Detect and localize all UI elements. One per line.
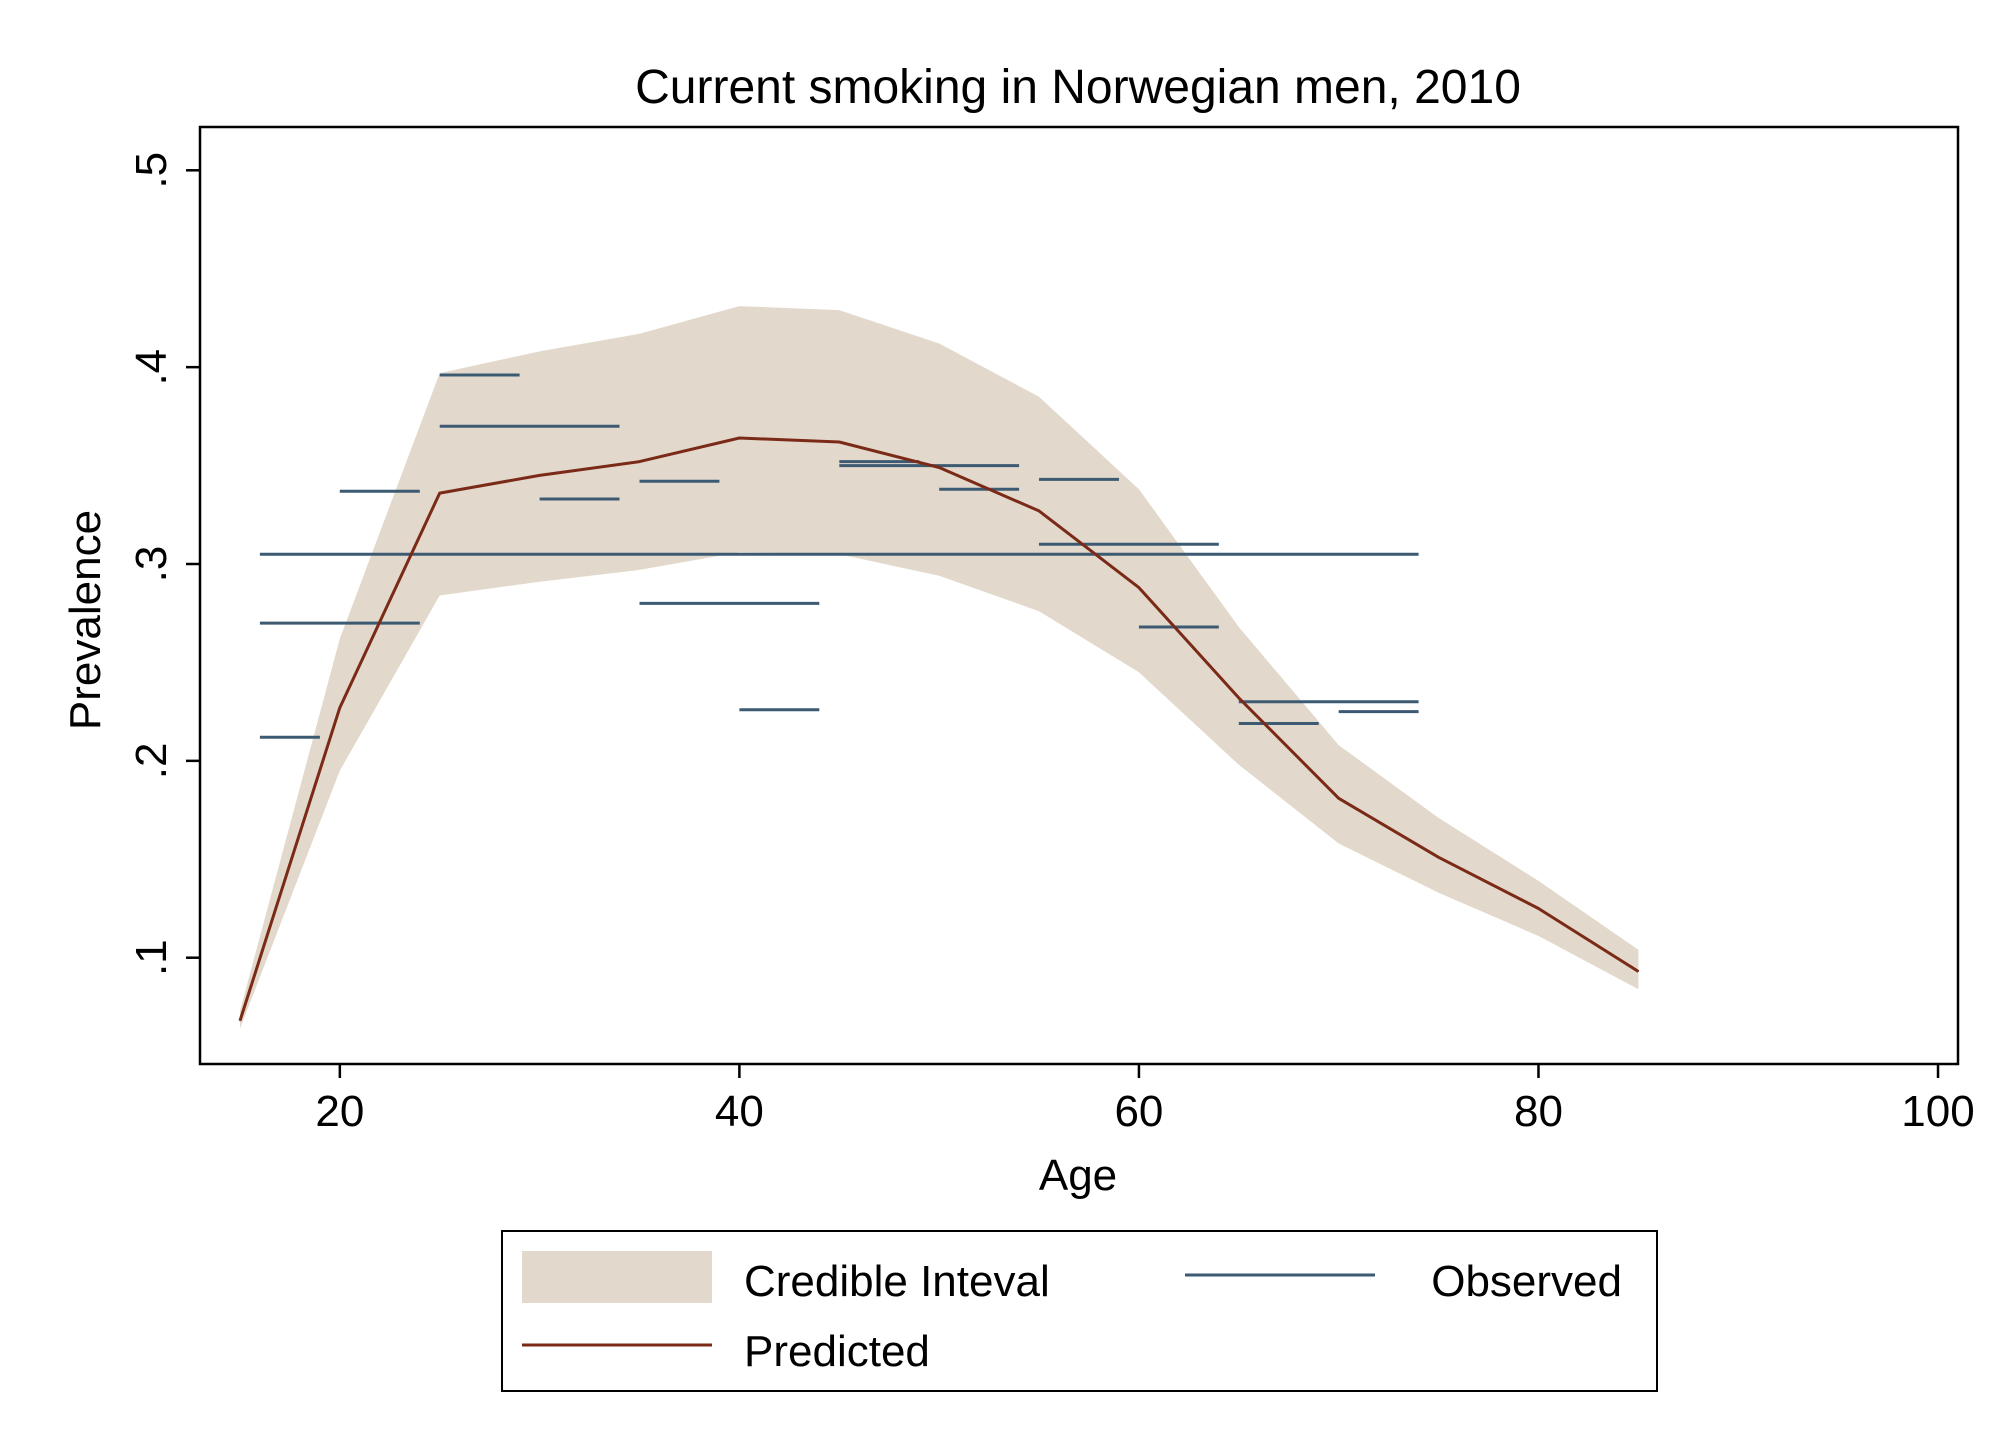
predicted-point-1 <box>339 707 341 709</box>
predicted-point-11 <box>1338 797 1340 799</box>
credible-band-layer <box>240 306 1639 1029</box>
x-tick-label-2: 60 <box>1114 1087 1163 1136</box>
x-axis: 20 40 60 80 100 <box>315 1064 1975 1136</box>
predicted-layer <box>238 436 1640 1022</box>
legend-label-observed: Observed <box>1431 1257 1622 1306</box>
y-axis-label: Prevalence <box>61 510 110 730</box>
chart-title: Current smoking in Norwegian men, 2010 <box>635 61 1521 114</box>
predicted-point-6 <box>838 441 840 443</box>
predicted-point-4 <box>639 461 640 463</box>
observed-layer <box>259 373 1419 739</box>
predicted-point-7 <box>938 467 940 468</box>
predicted-point-0 <box>239 1020 241 1022</box>
legend-label-credible-interval: Credible Inteval <box>744 1257 1050 1306</box>
legend: Credible Inteval Observed Predicted <box>501 1230 1658 1392</box>
predicted-point-2 <box>439 492 441 494</box>
plot-frame <box>198 125 1960 1066</box>
y-tick-label-1: .2 <box>127 743 176 780</box>
credible-interval-band <box>240 306 1639 1029</box>
predicted-point-14 <box>1637 971 1639 972</box>
predicted-point-8 <box>1038 510 1040 512</box>
predicted-point-9 <box>1138 587 1140 589</box>
y-tick-label-0: .1 <box>127 939 176 976</box>
x-axis-label: Age <box>1039 1151 1117 1200</box>
y-tick-label-3: .4 <box>127 349 176 386</box>
predicted-point-3 <box>539 474 541 476</box>
x-tick-label-0: 20 <box>315 1087 364 1136</box>
y-axis: .1 .2 .3 .4 .5 <box>127 152 200 976</box>
legend-swatch-credible-interval <box>522 1251 712 1303</box>
x-tick-label-4: 100 <box>1901 1087 1974 1136</box>
x-tick-label-1: 40 <box>715 1087 764 1136</box>
predicted-point-10 <box>1238 697 1240 699</box>
predicted-point-12 <box>1438 856 1440 858</box>
predicted-point-5 <box>738 437 740 439</box>
legend-label-predicted: Predicted <box>744 1327 930 1376</box>
x-tick-label-3: 80 <box>1514 1087 1563 1136</box>
y-tick-label-2: .3 <box>127 546 176 583</box>
y-tick-label-4: .5 <box>127 152 176 189</box>
predicted-point-13 <box>1538 908 1539 909</box>
